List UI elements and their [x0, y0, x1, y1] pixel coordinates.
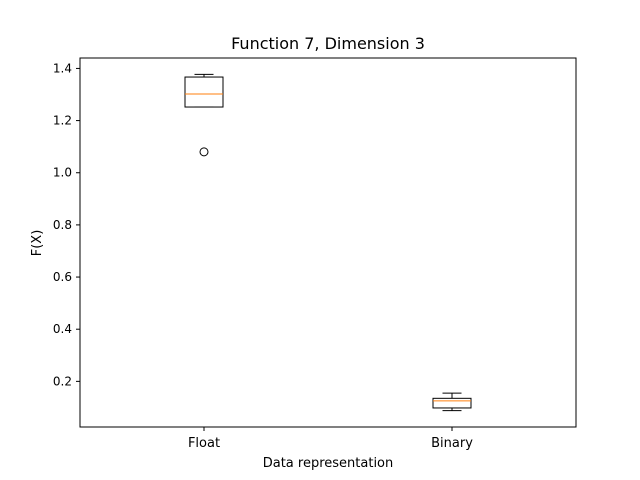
y-tick-label: 0.6	[53, 270, 72, 284]
axes-frame	[79, 57, 577, 428]
y-tick-label: 0.8	[53, 218, 72, 232]
y-tick-label: 0.2	[53, 374, 72, 388]
x-axis-label: Data representation	[263, 456, 394, 471]
y-tick-label: 1.2	[53, 114, 72, 128]
box-binary	[432, 397, 472, 409]
x-tick-label: Float	[188, 436, 220, 451]
outlier-point	[199, 147, 209, 157]
y-tick-label: 1.4	[53, 61, 72, 75]
y-axis-label: F(X)	[30, 230, 45, 257]
y-tick-label: 0.4	[53, 322, 72, 336]
x-tick-label: Binary	[431, 436, 473, 451]
plot-area: 0.2 0.4 0.6 0.8 1.0 1.2 1.4 Float Binary	[53, 57, 577, 451]
chart-title: Function 7, Dimension 3	[231, 34, 425, 53]
box-float	[184, 76, 224, 108]
y-tick-label: 1.0	[53, 166, 72, 180]
